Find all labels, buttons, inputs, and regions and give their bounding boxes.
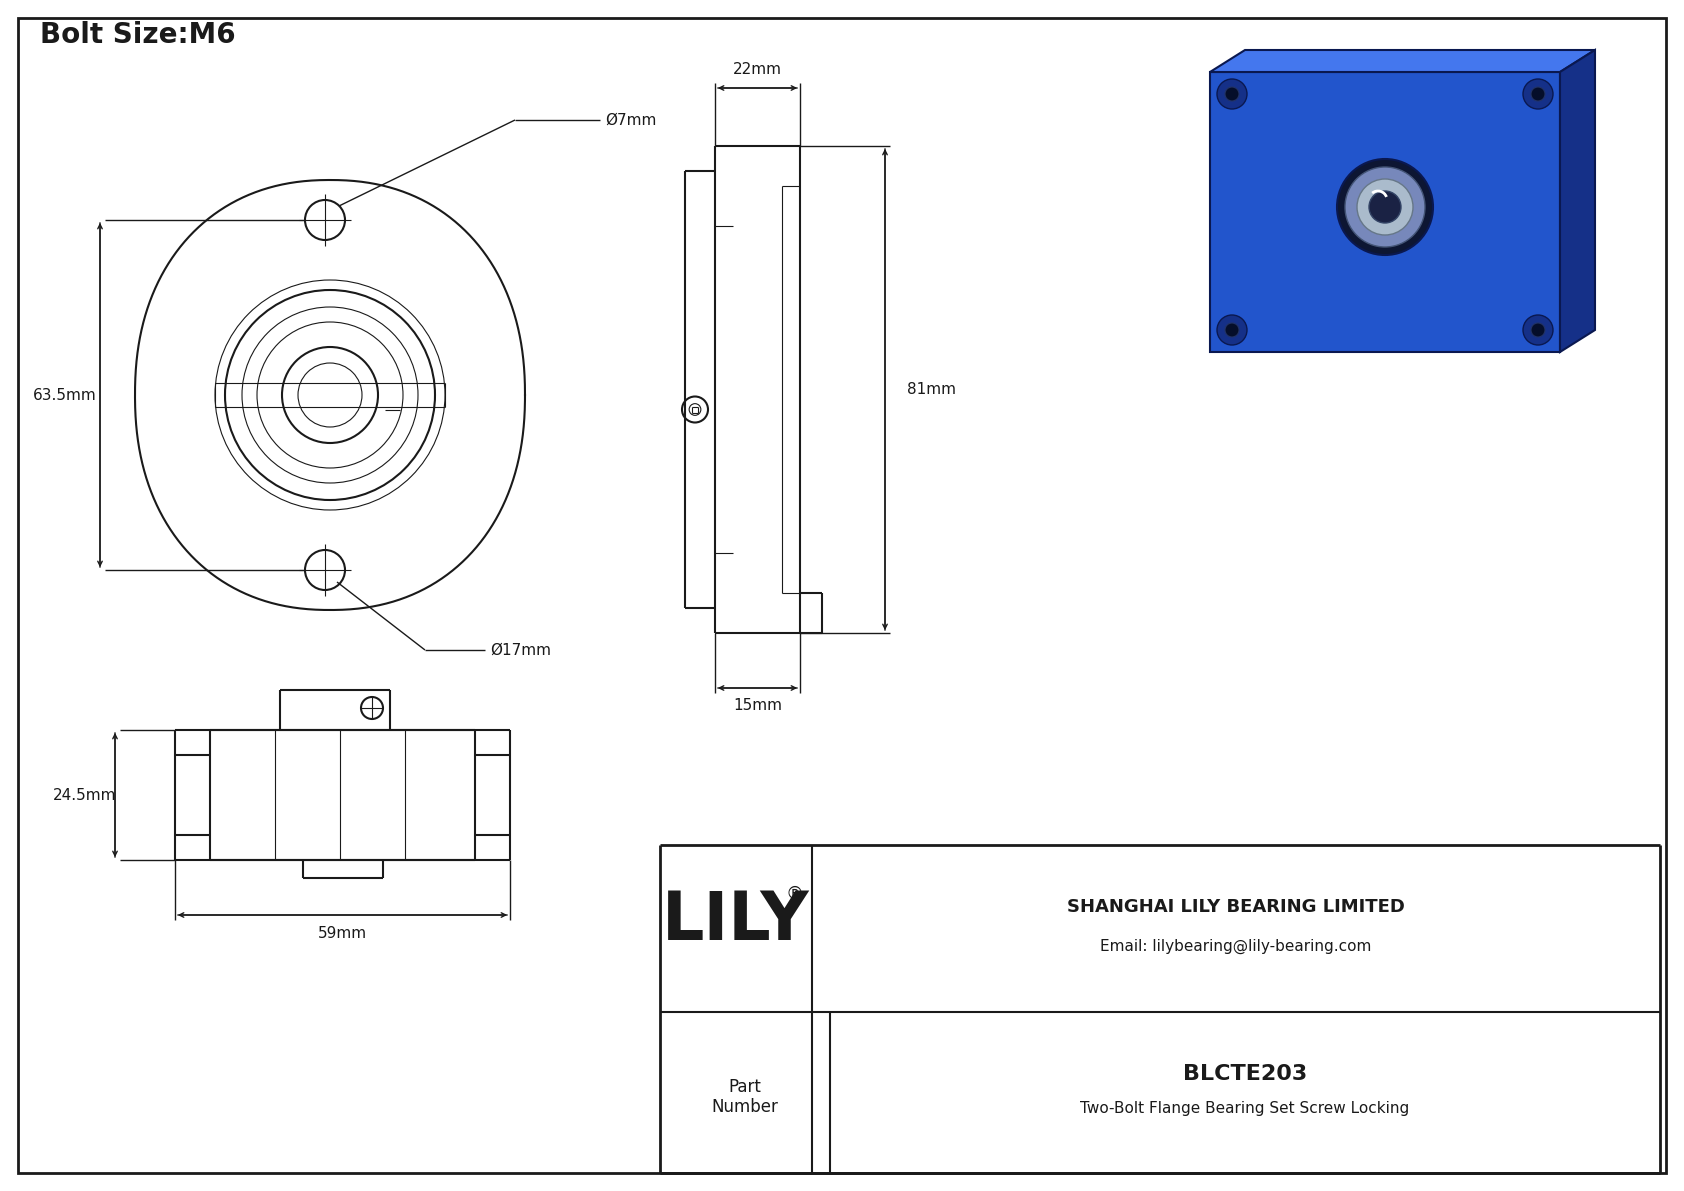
Circle shape (1369, 191, 1401, 223)
Circle shape (1224, 87, 1239, 101)
Polygon shape (1211, 50, 1595, 71)
Circle shape (1218, 79, 1246, 110)
Text: BLCTE203: BLCTE203 (1182, 1065, 1307, 1085)
Polygon shape (1211, 71, 1559, 353)
Text: SHANGHAI LILY BEARING LIMITED: SHANGHAI LILY BEARING LIMITED (1068, 898, 1404, 916)
Text: 63.5mm: 63.5mm (34, 387, 98, 403)
Circle shape (1357, 179, 1413, 235)
Polygon shape (1559, 50, 1595, 353)
Circle shape (1531, 87, 1544, 101)
Text: Part: Part (729, 1078, 761, 1096)
Circle shape (1522, 79, 1553, 110)
Circle shape (1346, 167, 1425, 247)
Text: Bolt Size:M6: Bolt Size:M6 (40, 21, 236, 49)
Text: Ø17mm: Ø17mm (490, 642, 551, 657)
Circle shape (1337, 160, 1433, 255)
Text: 15mm: 15mm (733, 698, 781, 713)
Text: 59mm: 59mm (318, 925, 367, 941)
Text: Two-Bolt Flange Bearing Set Screw Locking: Two-Bolt Flange Bearing Set Screw Lockin… (1081, 1100, 1410, 1116)
Text: Number: Number (712, 1097, 778, 1116)
Text: 81mm: 81mm (908, 382, 957, 397)
Circle shape (1224, 323, 1239, 337)
Text: 24.5mm: 24.5mm (54, 787, 116, 803)
Circle shape (1218, 314, 1246, 345)
Text: Ø7mm: Ø7mm (605, 112, 657, 127)
Text: LILY: LILY (662, 887, 810, 954)
Text: Email: lilybearing@lily-bearing.com: Email: lilybearing@lily-bearing.com (1100, 939, 1372, 954)
Text: ®: ® (785, 885, 803, 903)
Circle shape (1522, 314, 1553, 345)
Text: 22mm: 22mm (733, 62, 781, 77)
Circle shape (1531, 323, 1544, 337)
